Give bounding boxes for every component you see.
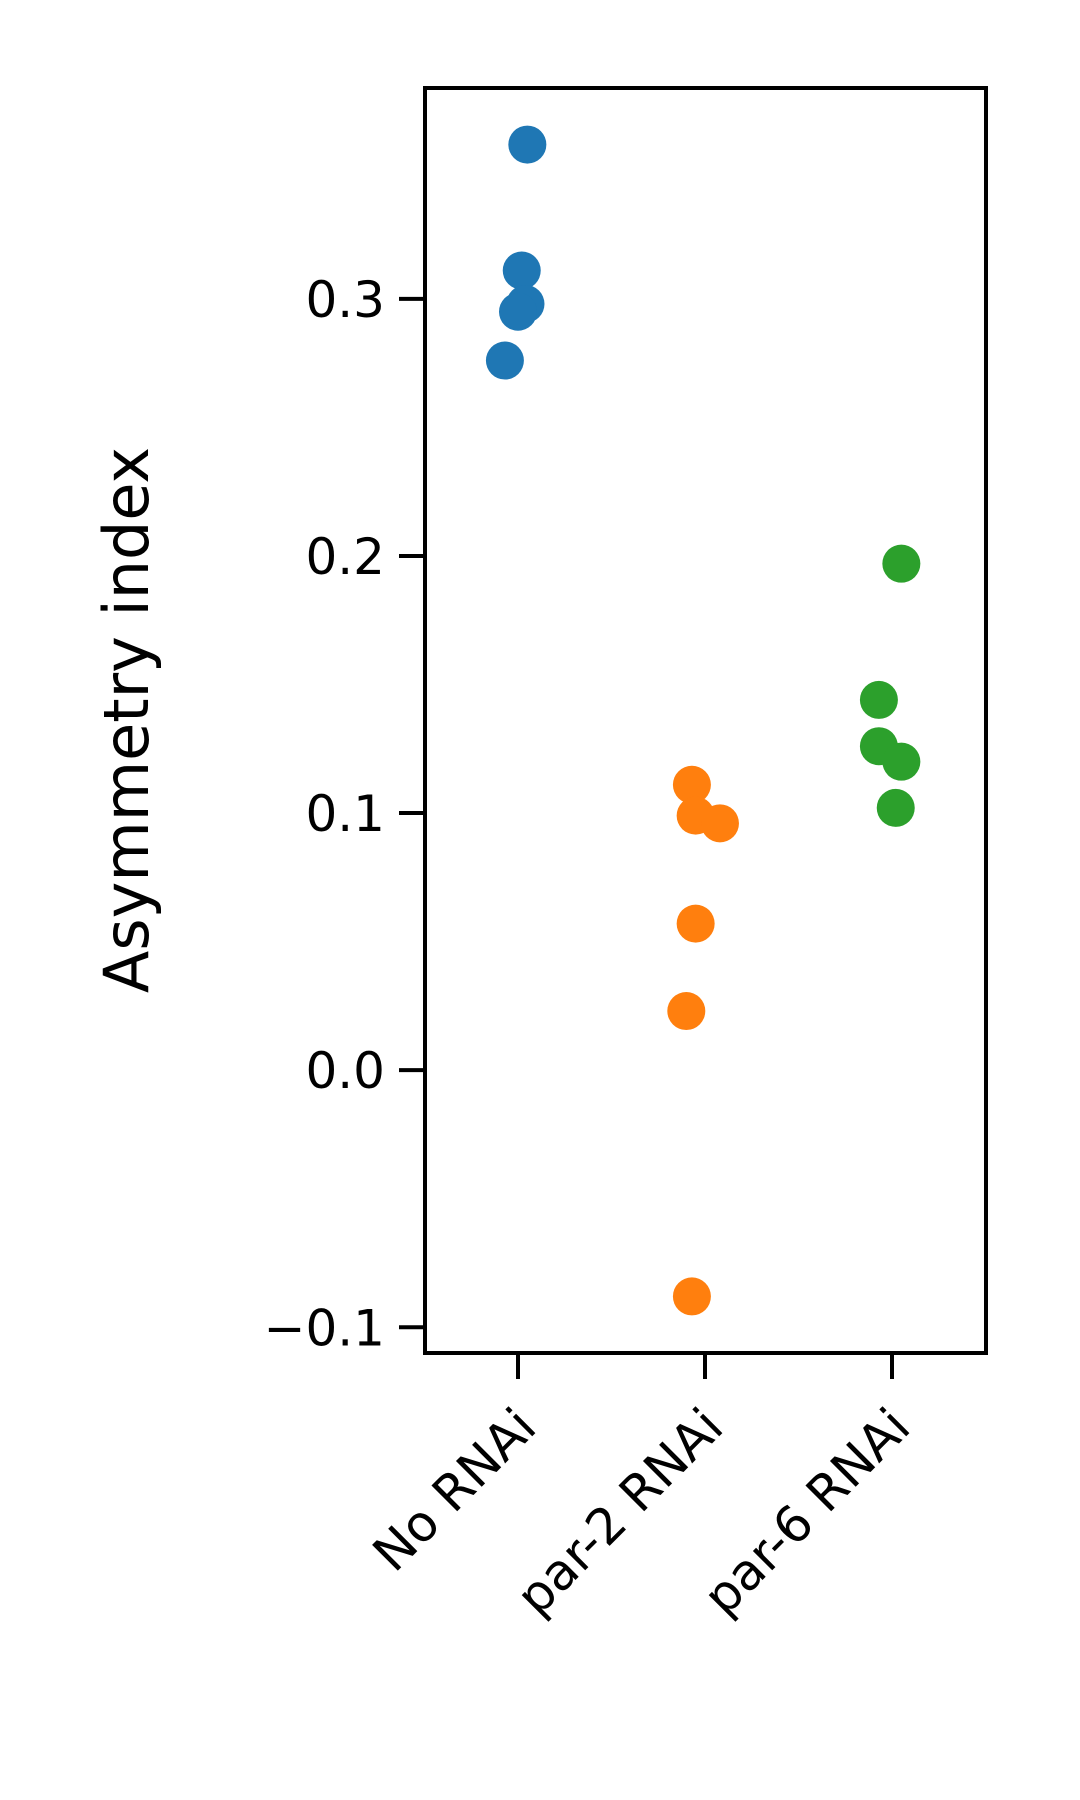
- data-point: [672, 765, 711, 804]
- data-point: [876, 788, 915, 827]
- data-point: [508, 125, 547, 164]
- data-point: [882, 742, 921, 781]
- data-point: [859, 680, 898, 719]
- y-axis: −0.1 0.0 0.1 0.2 0.3: [264, 271, 425, 1357]
- y-axis-label: Asymmetry index: [90, 447, 163, 993]
- y-tick-label: 0.1: [305, 785, 385, 843]
- y-tick-label: 0.2: [305, 528, 385, 586]
- data-point: [882, 544, 921, 583]
- data-points: [485, 125, 921, 1316]
- x-tick-label: No RNAi: [362, 1397, 547, 1582]
- data-point: [502, 251, 541, 290]
- data-point: [499, 292, 537, 331]
- y-tick-label: 0.3: [305, 271, 385, 329]
- data-point: [485, 341, 524, 380]
- data-point: [676, 904, 715, 943]
- data-point: [672, 1277, 711, 1316]
- y-tick-label: −0.1: [264, 1299, 385, 1357]
- data-point: [700, 804, 739, 843]
- y-tick-label: 0.0: [305, 1042, 385, 1100]
- data-point: [667, 992, 706, 1031]
